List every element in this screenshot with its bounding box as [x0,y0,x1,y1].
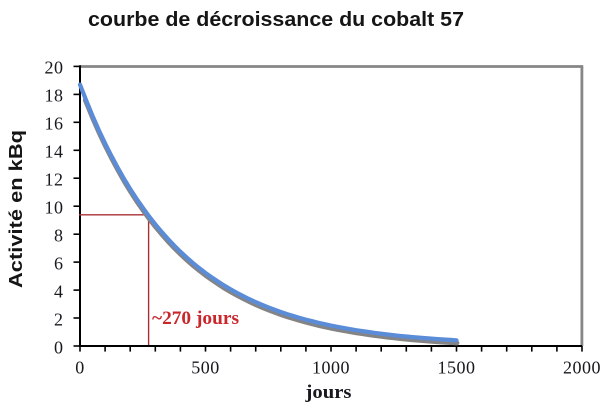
svg-text:1500: 1500 [438,358,476,378]
svg-text:20: 20 [45,58,64,78]
svg-text:~270 jours: ~270 jours [152,308,239,329]
svg-text:12: 12 [45,170,64,190]
svg-text:2: 2 [54,309,64,329]
svg-text:6: 6 [54,253,64,273]
svg-text:8: 8 [54,226,64,246]
svg-text:16: 16 [45,114,64,134]
svg-text:2000: 2000 [563,358,600,378]
svg-text:14: 14 [45,142,64,162]
svg-text:4: 4 [54,281,64,301]
svg-text:Activité en kBq: Activité en kBq [6,130,26,288]
svg-text:courbe de décroissance du coba: courbe de décroissance du cobalt 57 [88,9,464,31]
svg-text:jours: jours [304,382,351,402]
svg-text:0: 0 [54,337,64,357]
svg-text:10: 10 [45,198,64,218]
svg-text:18: 18 [45,86,64,106]
svg-text:1000: 1000 [312,358,350,378]
svg-text:500: 500 [191,358,220,378]
svg-text:0: 0 [75,358,85,378]
